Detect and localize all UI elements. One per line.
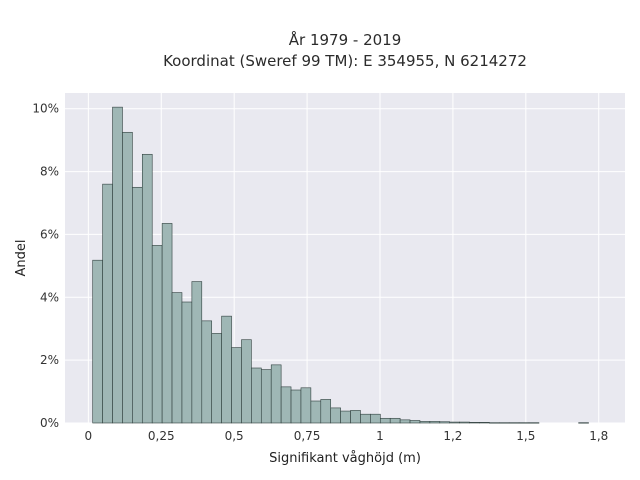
histogram-bar bbox=[201, 320, 213, 424]
histogram-bar bbox=[449, 421, 460, 424]
histogram-bar bbox=[132, 186, 143, 424]
x-tick-label: 1 bbox=[376, 429, 384, 443]
histogram-bar bbox=[270, 364, 282, 424]
y-tick-label: 10% bbox=[32, 102, 59, 116]
histogram-bar bbox=[340, 410, 351, 424]
histogram-bar bbox=[330, 407, 341, 424]
histogram-bar bbox=[409, 420, 421, 424]
histogram-bar bbox=[528, 422, 540, 424]
histogram-bar bbox=[251, 367, 262, 424]
histogram-bar bbox=[518, 422, 530, 424]
x-tick-label: 0,5 bbox=[225, 429, 244, 443]
chart-subtitle: Koordinat (Sweref 99 TM): E 354955, N 62… bbox=[163, 52, 527, 70]
x-tick-label: 1,2 bbox=[443, 429, 462, 443]
histogram-bar bbox=[508, 422, 520, 424]
histogram-bar bbox=[498, 422, 510, 424]
x-axis-label: Signifikant våghöjd (m) bbox=[269, 451, 421, 466]
histogram-bar bbox=[350, 410, 361, 424]
histogram-bar bbox=[280, 386, 292, 424]
histogram-bar bbox=[161, 223, 173, 424]
histogram-bar bbox=[241, 339, 252, 424]
histogram-bar bbox=[399, 419, 411, 424]
histogram-bar bbox=[370, 413, 381, 424]
x-tick-label: 0 bbox=[85, 429, 93, 443]
x-tick-label: 1,5 bbox=[516, 429, 535, 443]
histogram-bar bbox=[439, 421, 451, 424]
histogram-bar bbox=[429, 421, 441, 424]
y-tick-label: 6% bbox=[40, 227, 59, 241]
histogram-bar bbox=[469, 422, 480, 424]
histogram-bar bbox=[151, 245, 163, 424]
histogram-bar bbox=[122, 131, 133, 424]
histogram-bar bbox=[360, 413, 371, 424]
histogram-bar bbox=[300, 387, 312, 424]
histogram-bar bbox=[92, 259, 103, 424]
histogram-bar bbox=[320, 399, 332, 424]
histogram-bar bbox=[191, 281, 203, 424]
histogram-bar bbox=[112, 106, 123, 424]
histogram-bar bbox=[578, 422, 589, 424]
histogram-bar bbox=[211, 333, 222, 424]
y-tick-labels: 0% 2% 4% 6% 8% 10% bbox=[32, 102, 59, 430]
y-tick-label: 0% bbox=[40, 416, 59, 430]
histogram-bar bbox=[290, 389, 302, 424]
histogram-bar bbox=[231, 347, 242, 424]
y-tick-label: 8% bbox=[40, 165, 59, 179]
x-tick-label: 1,8 bbox=[589, 429, 608, 443]
histogram-bar bbox=[102, 183, 113, 424]
y-axis-label: Andel bbox=[14, 240, 29, 277]
histogram-bar bbox=[379, 417, 391, 424]
y-tick-label: 4% bbox=[40, 290, 59, 304]
x-tick-label: 0,75 bbox=[294, 429, 321, 443]
histogram-bar bbox=[171, 292, 183, 424]
histogram-bar bbox=[260, 369, 272, 424]
histogram-bar bbox=[419, 421, 431, 424]
histogram-bar bbox=[141, 153, 153, 424]
histogram-bars bbox=[92, 106, 589, 424]
histogram-bar bbox=[221, 315, 232, 424]
histogram-bar bbox=[489, 422, 500, 424]
histogram-bar bbox=[389, 417, 401, 424]
x-tick-label: 0,25 bbox=[148, 429, 175, 443]
chart-title: År 1979 - 2019 bbox=[289, 30, 402, 49]
y-tick-label: 2% bbox=[40, 353, 59, 367]
histogram-bar bbox=[459, 421, 470, 424]
x-tick-labels: 0 0,25 0,5 0,75 1 1,2 1,5 1,8 bbox=[85, 429, 609, 443]
histogram-bar bbox=[310, 400, 322, 424]
histogram-bar bbox=[181, 301, 193, 424]
histogram-bar bbox=[479, 422, 490, 424]
